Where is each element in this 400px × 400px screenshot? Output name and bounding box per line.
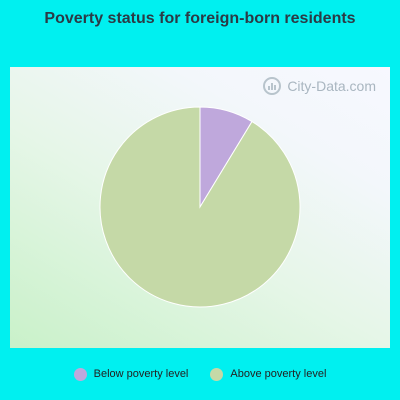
watermark-text: City-Data.com: [287, 78, 376, 94]
legend-item-below: Below poverty level: [73, 367, 189, 381]
legend-item-above: Above poverty level: [210, 367, 327, 381]
watermark-logo-icon: [263, 77, 282, 95]
legend-label-below: Below poverty level: [93, 368, 189, 380]
legend-label-above: Above poverty level: [230, 368, 327, 380]
plot-area: City-Data.com: [10, 67, 390, 348]
pie-slice-above-poverty: [99, 106, 301, 308]
legend: Below poverty level Above poverty level: [0, 364, 400, 384]
watermark: City-Data.com: [262, 76, 376, 96]
legend-swatch-below: [73, 367, 87, 381]
legend-swatch-above: [210, 367, 224, 381]
pie-chart: [99, 106, 301, 308]
chart-title: Poverty status for foreign-born resident…: [44, 10, 356, 27]
